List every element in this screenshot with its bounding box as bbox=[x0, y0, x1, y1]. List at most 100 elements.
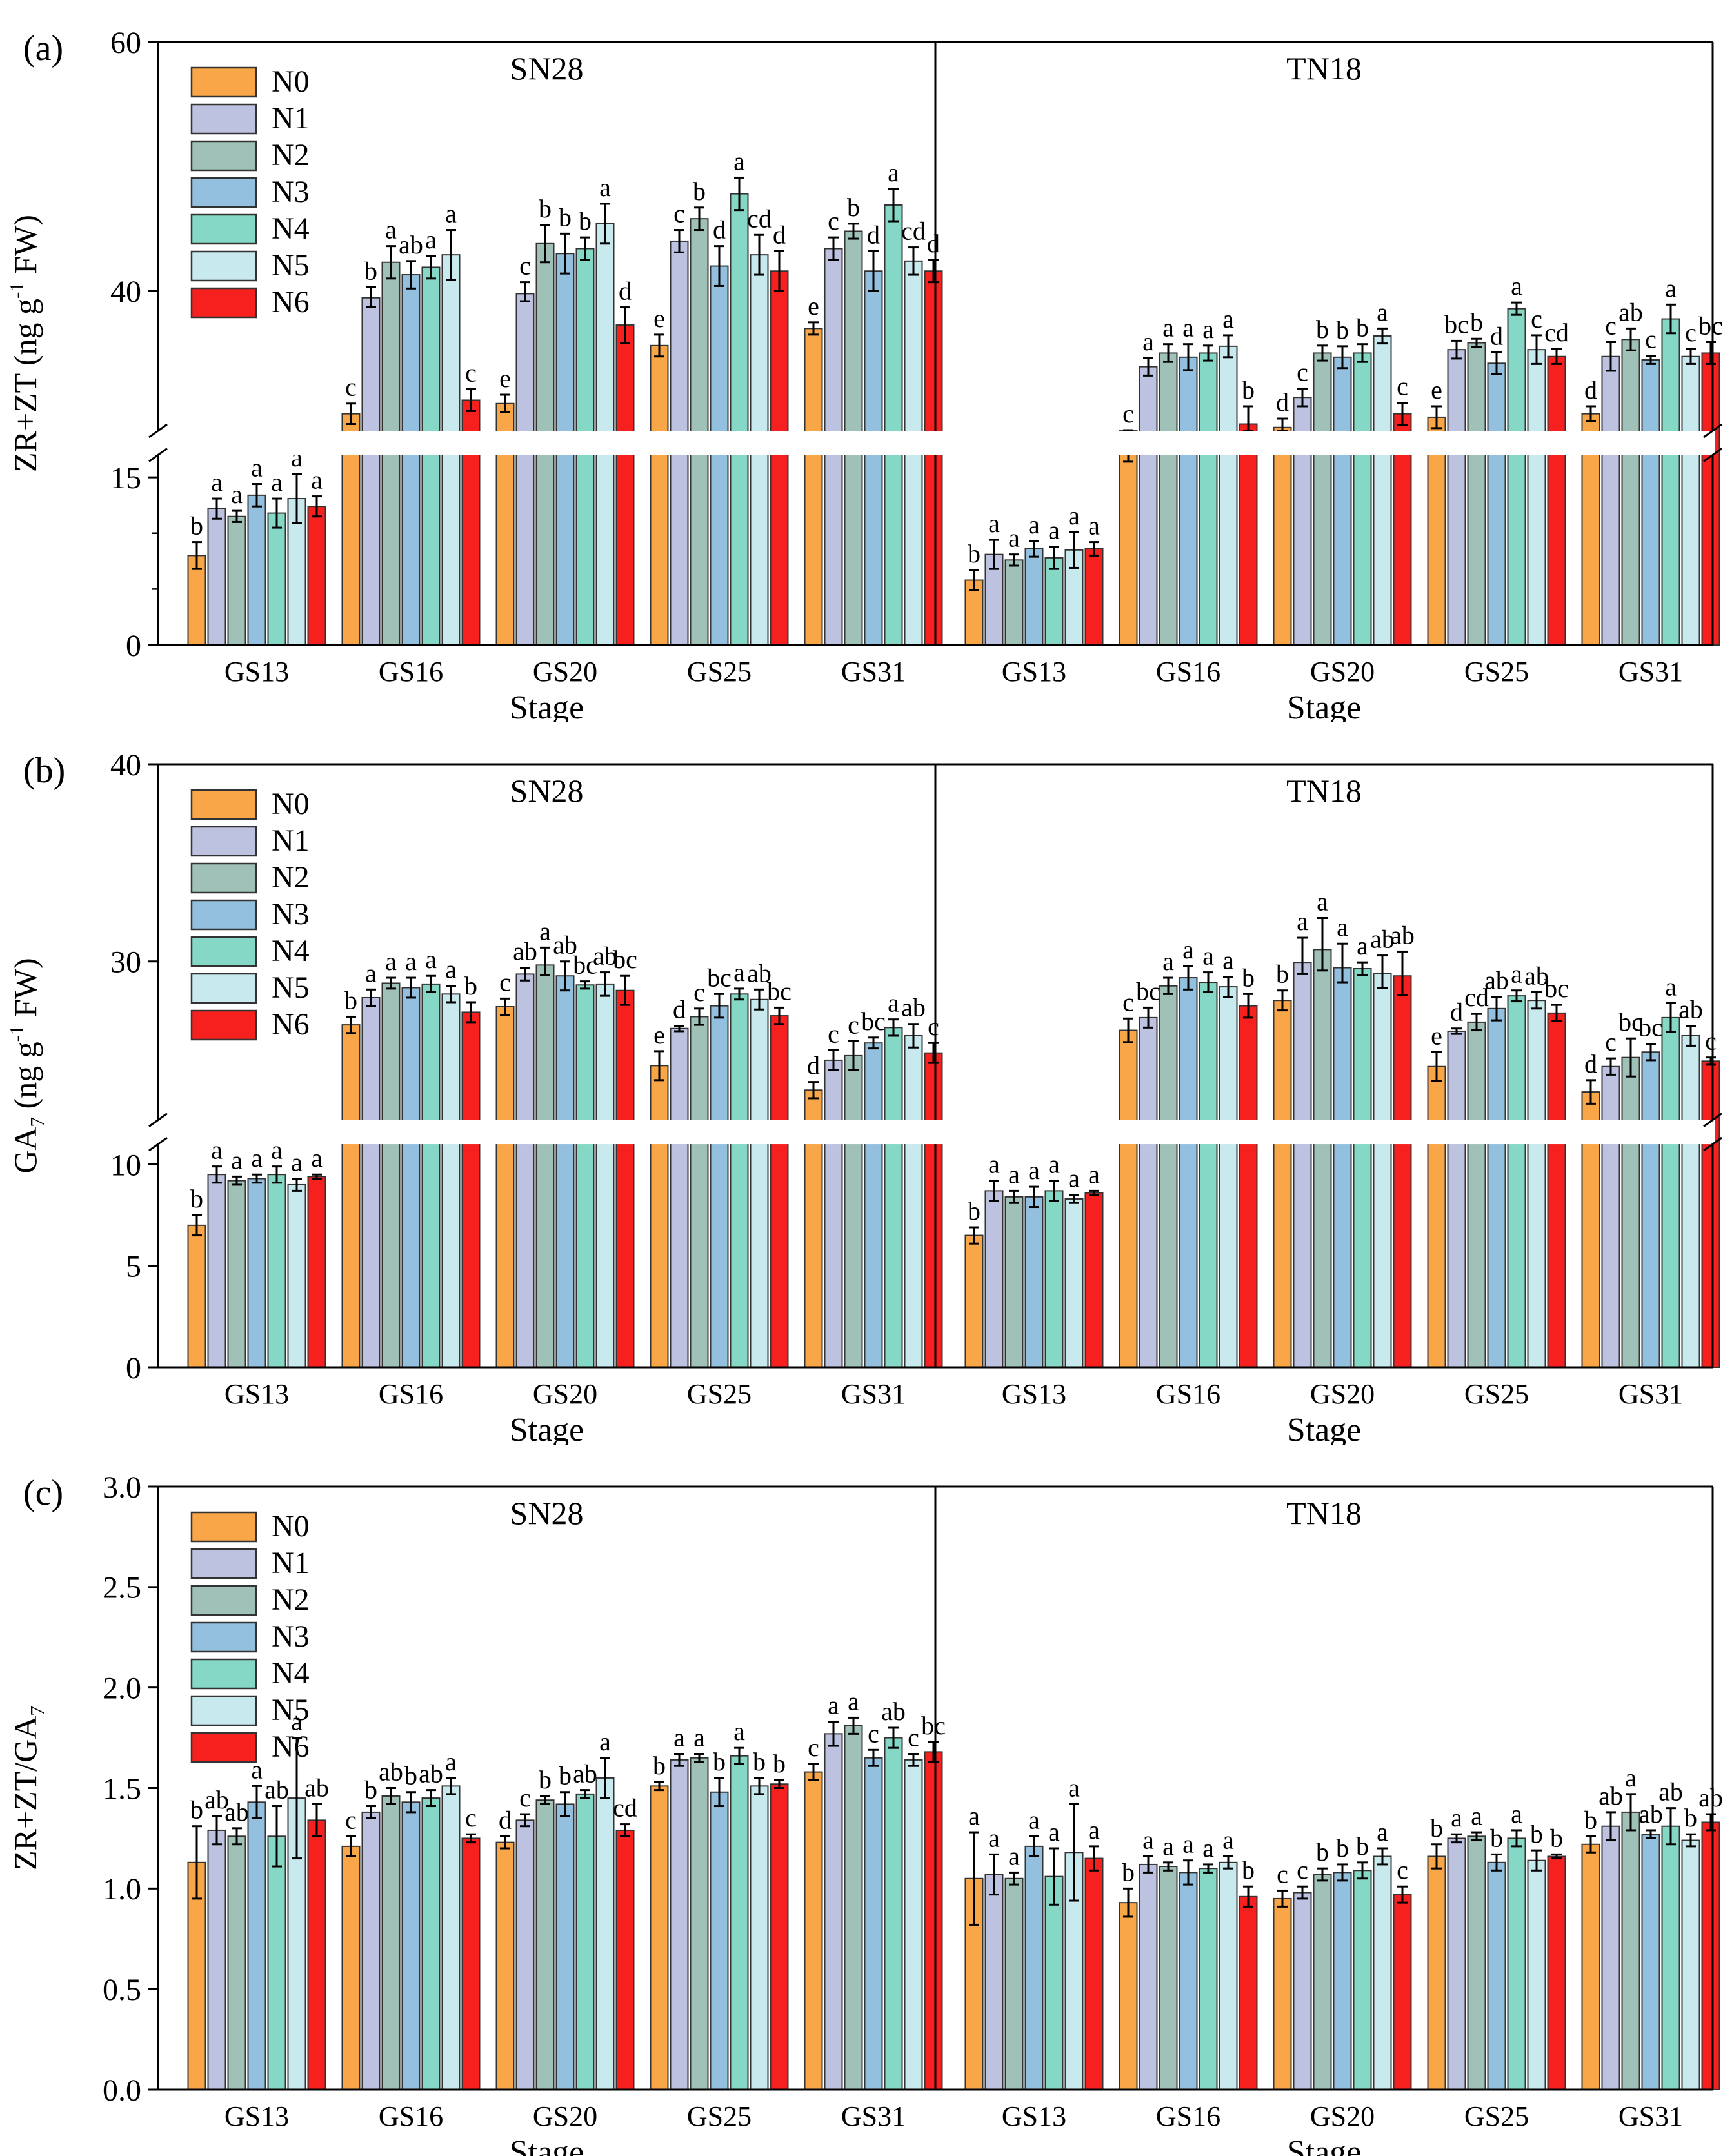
bar-TN18-GS25-N1 bbox=[1447, 349, 1466, 646]
legend-swatch-N5 bbox=[190, 973, 257, 1004]
sig-letter: ab bbox=[747, 958, 772, 987]
bar-SN28-GS31-N4 bbox=[884, 204, 903, 646]
bar-TN18-GS31-N3 bbox=[1641, 359, 1660, 646]
sig-letter: a bbox=[1357, 931, 1368, 960]
y-tick-label: 3.0 bbox=[103, 1470, 141, 1505]
bar-TN18-GS25-N4 bbox=[1507, 995, 1526, 1368]
bar-SN28-GS31-N3 bbox=[864, 1042, 883, 1368]
x-tick-label: GS31 bbox=[1618, 1378, 1683, 1410]
error-bar bbox=[734, 176, 744, 212]
bar-SN28-GS20-N1 bbox=[515, 293, 535, 646]
error-bar bbox=[1183, 343, 1193, 371]
error-bar bbox=[928, 259, 939, 284]
bar-SN28-GS25-N3 bbox=[710, 1791, 729, 2090]
error-bar bbox=[252, 1785, 262, 1819]
sig-letter: d bbox=[927, 229, 940, 258]
error-bar bbox=[560, 960, 570, 992]
bar-TN18-GS20-N1 bbox=[1293, 962, 1312, 1369]
error-bar bbox=[1606, 1811, 1616, 1842]
bar-SN28-GS13-N4 bbox=[267, 1835, 286, 2090]
sig-letter: a bbox=[1222, 304, 1234, 333]
error-bar bbox=[520, 1813, 530, 1828]
sig-letter: ab bbox=[379, 1757, 403, 1786]
bar-TN18-GS20-N3 bbox=[1333, 356, 1352, 646]
error-bar bbox=[1337, 1863, 1348, 1882]
error-bar bbox=[888, 188, 899, 223]
sig-letter: a bbox=[251, 453, 263, 482]
legend-swatch-N0 bbox=[190, 1511, 257, 1543]
y-tick-label: 10 bbox=[110, 1148, 141, 1182]
sig-letter: c bbox=[345, 373, 357, 402]
bar-TN18-GS13-N4 bbox=[1044, 1190, 1064, 1368]
x-tick-label: GS20 bbox=[1310, 656, 1375, 687]
bar-SN28-GS20-N2 bbox=[535, 1799, 555, 2090]
sig-letter: c bbox=[1297, 1855, 1308, 1884]
error-bar bbox=[1163, 343, 1173, 363]
error-bar bbox=[1606, 1057, 1616, 1076]
x-tick-label: GS16 bbox=[379, 1378, 443, 1410]
bar-SN28-GS16-N4 bbox=[421, 266, 441, 646]
error-bar bbox=[426, 255, 436, 280]
bar-TN18-GS13-N6 bbox=[1084, 1857, 1104, 2090]
bar-SN28-GS20-N6 bbox=[615, 1829, 635, 2090]
bar-SN28-GS31-N2 bbox=[844, 1725, 863, 2090]
x-tick-label: GS20 bbox=[1310, 2101, 1375, 2132]
bar-SN28-GS25-N4 bbox=[730, 193, 749, 646]
bar-SN28-GS16-N1 bbox=[361, 1811, 381, 2091]
sig-letter: bc bbox=[1698, 312, 1723, 341]
error-bar bbox=[500, 997, 510, 1016]
error-bar bbox=[212, 1165, 222, 1184]
legend-swatch-N4 bbox=[190, 1658, 257, 1690]
error-bar bbox=[500, 1835, 510, 1850]
sig-letter: ab bbox=[1484, 966, 1509, 995]
sig-letter: d bbox=[1490, 321, 1503, 350]
y-tick-label: 1.5 bbox=[103, 1772, 141, 1806]
error-bar bbox=[466, 1833, 476, 1844]
sig-letter: b bbox=[1356, 1832, 1369, 1861]
bar-SN28-GS31-N3 bbox=[864, 270, 883, 646]
bar-TN18-GS31-N0 bbox=[1581, 1843, 1600, 2090]
bar-SN28-GS31-N6 bbox=[924, 270, 943, 646]
error-bar bbox=[1357, 1861, 1368, 1880]
legend-label-N3: N3 bbox=[272, 175, 310, 209]
legend-label-N0: N0 bbox=[272, 64, 310, 99]
error-bar bbox=[1297, 1885, 1308, 1900]
error-bar bbox=[969, 1831, 979, 1926]
sig-letter: bc bbox=[861, 1007, 886, 1036]
x-tick-label: GS25 bbox=[1464, 1378, 1529, 1410]
sig-letter: b bbox=[190, 511, 203, 540]
sig-letter: b bbox=[1242, 1855, 1255, 1884]
bar-TN18-GS20-N4 bbox=[1353, 352, 1372, 646]
error-bar bbox=[1531, 991, 1542, 1010]
bar-TN18-GS16-N4 bbox=[1199, 352, 1218, 646]
bar-TN18-GS20-N6 bbox=[1393, 975, 1412, 1369]
bar-SN28-GS16-N2 bbox=[381, 982, 401, 1368]
x-tick-label: GS13 bbox=[1002, 2101, 1066, 2132]
error-bar bbox=[1551, 1004, 1562, 1022]
sig-letter: a bbox=[1222, 946, 1234, 975]
error-bar bbox=[520, 967, 530, 982]
sig-letter: b bbox=[464, 971, 477, 1000]
error-bar bbox=[674, 1753, 684, 1767]
error-bar bbox=[1491, 996, 1502, 1022]
bar-TN18-GS13-N1 bbox=[984, 1874, 1004, 2090]
bar-TN18-GS25-N2 bbox=[1467, 1021, 1486, 1368]
panel-tag: (a) bbox=[23, 28, 63, 68]
bar-TN18-GS16-N1 bbox=[1139, 1863, 1158, 2091]
bar-TN18-GS16-N5 bbox=[1219, 345, 1238, 646]
bar-TN18-GS16-N4 bbox=[1199, 982, 1218, 1368]
error-bar bbox=[1297, 936, 1308, 975]
error-bar bbox=[868, 250, 879, 292]
error-bar bbox=[1551, 348, 1562, 365]
bar-SN28-GS13-N4 bbox=[267, 512, 286, 646]
y-tick-label: 30 bbox=[110, 945, 141, 980]
error-bar bbox=[312, 1173, 322, 1180]
error-bar bbox=[714, 1777, 724, 1808]
bar-SN28-GS20-N4 bbox=[575, 984, 595, 1368]
sig-letter: b bbox=[693, 177, 706, 206]
x-tick-label: GS13 bbox=[1002, 656, 1066, 687]
error-bar bbox=[540, 1795, 550, 1805]
sig-letter: c bbox=[828, 206, 839, 235]
sig-letter: a bbox=[405, 947, 417, 976]
